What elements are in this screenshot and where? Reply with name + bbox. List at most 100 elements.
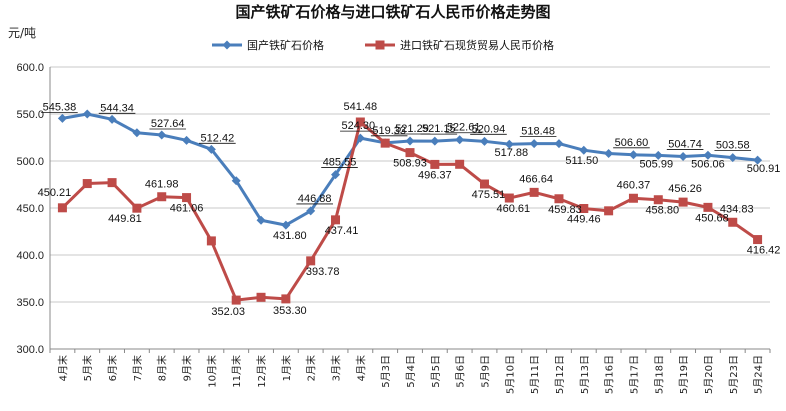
x-tick-label: 7月末 [131,355,144,381]
x-tick-label: 6月末 [106,355,119,381]
data-label-series-1: 521.15 [422,123,456,135]
x-tick-label: 5月13日 [579,355,591,394]
data-point-series-2 [405,148,415,158]
data-label-series-1: 505.99 [639,158,673,170]
data-label-series-1: 518.48 [521,126,555,138]
data-label-series-2: 460.61 [496,203,530,215]
x-tick-label: 5月9日 [479,355,491,388]
data-point-series-2 [479,179,489,189]
data-label-series-1: 524.30 [342,120,376,132]
x-tick-label: 8月末 [156,355,169,381]
data-point-series-2 [529,187,539,197]
data-point-series-1 [256,215,266,225]
data-point-series-1 [753,155,763,165]
data-point-series-1 [703,150,713,160]
data-point-series-1 [504,139,514,149]
data-labels-layer: 545.38 544.34 527.64 512.42 431.80 446.88 485.… [38,101,781,318]
x-tick-label: 3月末 [330,355,343,381]
series-layer [57,109,763,305]
data-point-series-2 [653,195,663,205]
legend: 国产铁矿石价格 进口铁矿石现货贸易人民币价格 [212,38,554,52]
data-point-series-2 [355,117,365,127]
x-tick-label: 5月23日 [728,355,740,394]
data-label-series-2: 508.93 [393,158,427,170]
data-point-series-2 [380,138,390,148]
grid-lines [50,66,770,303]
data-point-series-2 [703,202,713,212]
data-label-series-1: 527.64 [151,118,185,130]
data-label-series-2: 450.68 [695,212,729,224]
data-label-series-2: 475.51 [472,189,506,201]
x-tick-label: 4月末 [354,355,367,381]
data-point-series-2 [504,193,514,203]
data-label-series-1: 520.94 [472,123,506,135]
y-axis-unit-label: 元/吨 [8,26,36,40]
axes: 300.0 350.0 400.0 450.0 500.0 550.0 600.0 4月末 5月… [16,62,771,394]
x-tick-label: 11月末 [230,355,243,388]
data-label-series-2: 456.26 [668,183,702,195]
data-point-series-1 [604,148,614,158]
data-label-series-1: 504.74 [668,139,702,151]
data-point-series-1 [678,152,688,162]
x-tick-label: 5月10日 [504,355,516,394]
data-point-series-2 [132,203,142,213]
data-label-series-2: 353.30 [273,305,307,317]
data-label-series-2: 437.41 [325,225,359,237]
data-point-series-2 [281,294,291,304]
y-tick-label: 450.0 [16,203,44,215]
legend-marker-2 [375,40,385,50]
data-label-series-2: 461.98 [145,179,179,191]
data-point-series-2 [604,206,614,216]
data-point-series-2 [82,179,92,189]
data-point-series-2 [430,159,440,169]
data-point-series-2 [455,159,465,169]
y-tick-label: 300.0 [16,344,44,356]
data-label-series-2: 449.46 [567,214,601,226]
x-tick-label: 5月3日 [380,355,392,388]
chart-title: 国产铁矿石价格与进口铁矿石人民币价格走势图 [235,3,550,21]
data-label-series-2: 449.81 [108,213,142,225]
x-tick-label: 4月末 [56,355,69,381]
data-point-series-1 [182,135,192,145]
data-label-series-1: 485.55 [323,157,357,169]
data-point-series-1 [331,170,341,180]
data-label-series-1: 506.60 [615,137,649,149]
data-label-series-1: 500.91 [747,163,781,175]
data-point-series-1 [479,136,489,146]
data-point-series-1 [157,130,167,140]
x-tick-label: 9月末 [181,355,194,381]
data-label-series-1: 512.42 [201,132,235,144]
x-tick-label: 12月末 [255,355,268,388]
x-tick-label: 5月17日 [628,355,640,394]
data-label-series-2: 466.64 [519,173,553,185]
data-point-series-2 [231,295,241,305]
data-label-series-2: 434.83 [720,203,754,215]
data-point-series-2 [579,204,589,214]
x-tick-label: 5月末 [81,355,94,381]
data-point-series-1 [82,109,92,119]
data-point-series-2 [554,194,564,204]
data-point-series-2 [331,215,341,225]
data-label-series-1: 506.06 [691,158,725,170]
data-point-series-1 [455,135,465,145]
x-tick-label: 5月16日 [604,355,616,394]
data-point-series-1 [57,113,67,123]
x-tick-label: 5月12日 [554,355,566,394]
data-point-series-2 [57,203,67,213]
x-tick-label: 5月19日 [678,355,690,394]
data-label-series-2: 461.06 [170,203,204,215]
data-point-series-2 [728,217,738,227]
data-label-series-1: 545.38 [43,101,77,113]
y-tick-label: 600.0 [16,62,44,74]
data-point-series-1 [231,176,241,186]
data-label-series-2: 450.21 [38,187,72,199]
data-point-series-1 [628,150,638,160]
data-label-series-2: 393.78 [306,266,340,278]
data-label-series-1: 522.61 [447,122,481,134]
data-point-series-2 [753,235,763,245]
x-tick-label: 5月20日 [703,355,715,394]
y-tick-label: 500.0 [16,156,44,168]
data-point-series-1 [107,114,117,124]
y-tick-label: 350.0 [16,297,44,309]
